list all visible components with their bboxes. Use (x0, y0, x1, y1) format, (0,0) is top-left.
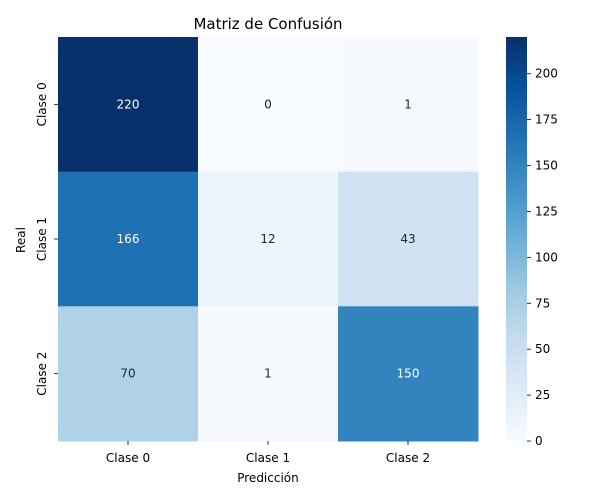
heatmap-cell (198, 37, 339, 173)
colorbar: 0 25 50 75 100 125 150 175 200 (506, 37, 558, 448)
heatmap-cell (58, 37, 199, 173)
cell-value-label: 70 (120, 367, 135, 381)
cell-value-label: 150 (397, 367, 420, 381)
colorbar-tick-label: 175 (535, 113, 558, 127)
colorbar-tick-label: 100 (535, 250, 558, 264)
heatmap-cell (338, 37, 479, 173)
cell-value-label: 1 (404, 97, 412, 111)
colorbar-tick-label: 0 (535, 434, 543, 448)
colorbar-tick-label: 50 (535, 342, 550, 356)
chart-title: Matriz de Confusión (193, 15, 342, 33)
x-axis-label: Predicción (237, 471, 299, 485)
cell-value-label: 220 (117, 97, 140, 111)
colorbar-tick-label: 150 (535, 159, 558, 173)
y-axis: Clase 0 Clase 1 Clase 2 (35, 82, 58, 396)
colorbar-tick-label: 75 (535, 296, 550, 310)
cell-value-label: 12 (260, 232, 275, 246)
heatmap-cell (338, 306, 479, 442)
x-tick-label: Clase 0 (106, 451, 150, 465)
y-tick-label: Clase 0 (35, 82, 49, 126)
cell-value-label: 0 (264, 97, 272, 111)
heatmap-cell (198, 171, 339, 307)
x-axis: Clase 0 Clase 1 Clase 2 (106, 441, 430, 465)
colorbar-gradient (506, 37, 527, 441)
cell-value-label: 43 (400, 232, 415, 246)
cell-value-label: 166 (117, 232, 140, 246)
heatmap-cells (58, 37, 479, 442)
colorbar-tick-label: 25 (535, 388, 550, 402)
x-tick-label: Clase 2 (386, 451, 430, 465)
colorbar-tick-label: 125 (535, 204, 558, 218)
colorbar-tick-label: 200 (535, 67, 558, 81)
heatmap-cell (198, 306, 339, 442)
x-tick-label: Clase 1 (246, 451, 290, 465)
heatmap-cell-labels: 220 0 1 166 12 43 70 1 150 (117, 97, 420, 380)
y-tick-label: Clase 2 (35, 352, 49, 396)
heatmap-cell (338, 171, 479, 307)
y-tick-label: Clase 1 (35, 217, 49, 261)
heatmap-cell (58, 171, 199, 307)
heatmap-cell (58, 306, 199, 442)
y-axis-label: Real (14, 227, 28, 253)
cell-value-label: 1 (264, 367, 272, 381)
